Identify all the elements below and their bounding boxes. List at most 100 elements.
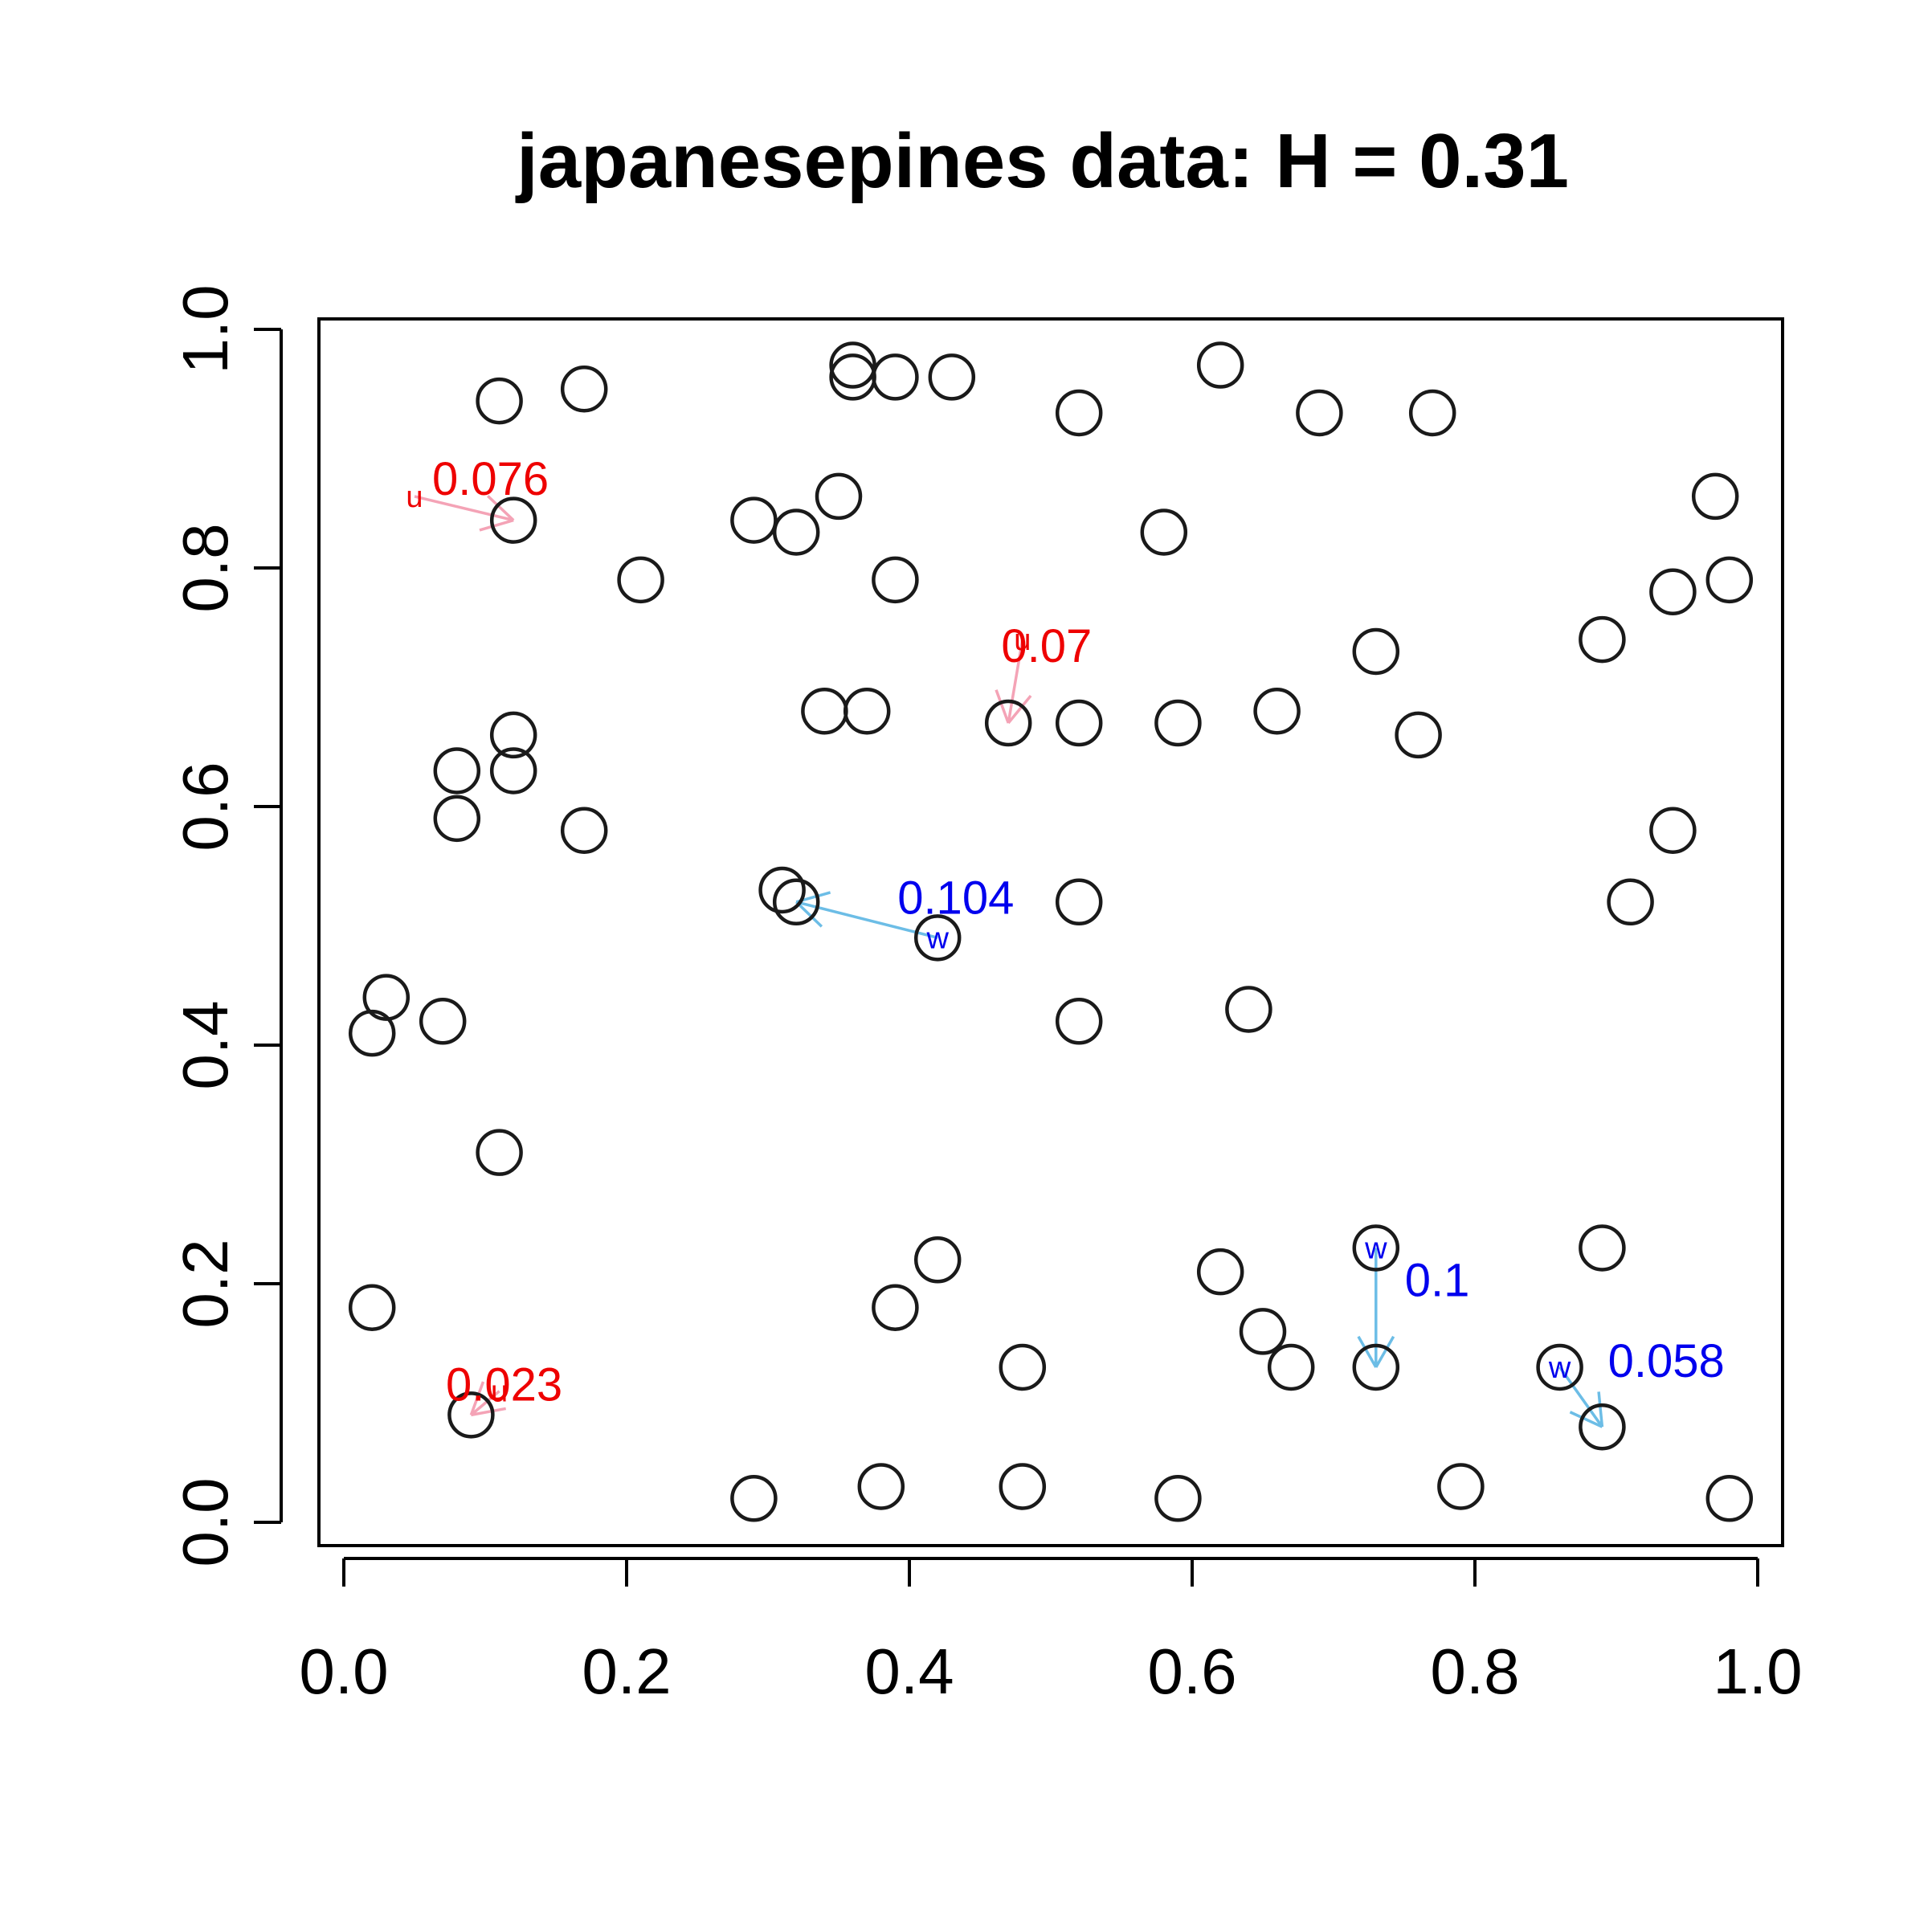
data-point [1154, 699, 1202, 747]
data-point [1239, 1308, 1287, 1355]
y-tick-label: 0.0 [170, 1477, 241, 1566]
data-point [730, 496, 778, 544]
data-point [829, 341, 876, 389]
data-point [857, 1463, 905, 1510]
shift-value-label: 0.058 [1608, 1335, 1725, 1387]
marker-w: w [1548, 1351, 1571, 1385]
data-point [843, 687, 891, 735]
data-point [829, 353, 876, 401]
data-point [617, 556, 664, 604]
data-point [1055, 878, 1103, 926]
data-point [1395, 711, 1442, 759]
x-tick-label: 0.0 [299, 1636, 388, 1707]
arrow-head [1569, 1411, 1603, 1428]
data-point [801, 687, 848, 735]
data-point [928, 353, 976, 401]
data-point [999, 1343, 1047, 1391]
y-tick-label: 1.0 [170, 284, 241, 374]
marker-w: w [925, 921, 949, 955]
data-point [1352, 627, 1400, 676]
data-point [1607, 878, 1654, 926]
shift-value-label: 0.023 [446, 1359, 562, 1411]
data-point [489, 711, 537, 759]
data-point [1705, 556, 1754, 604]
data-point [1055, 699, 1103, 747]
data-point [348, 1284, 396, 1331]
data-point [1352, 1343, 1400, 1391]
x-axis: 0.0 0.2 0.4 0.6 0.8 1.0 [299, 1557, 1803, 1707]
data-point [815, 472, 863, 521]
arrow-head [794, 901, 823, 928]
data-point [1649, 568, 1697, 615]
data-point [1196, 1248, 1244, 1296]
data-point [1649, 807, 1697, 854]
plot-frame [317, 317, 1784, 1547]
x-tick-label: 1.0 [1713, 1636, 1802, 1707]
data-point [489, 496, 537, 544]
data-point [872, 556, 919, 604]
data-point [1579, 615, 1626, 664]
data-point [1196, 341, 1244, 389]
data-point [730, 1475, 778, 1522]
arrow-head [995, 689, 1010, 724]
data-point [1352, 1224, 1400, 1272]
y-tick-label: 0.2 [170, 1239, 241, 1328]
data-point [433, 747, 481, 794]
x-tick-label: 0.2 [582, 1636, 671, 1707]
shift-arrow [1558, 1366, 1603, 1428]
arrow-head [479, 518, 514, 532]
data-point [872, 1284, 919, 1331]
arrow-head [469, 1381, 485, 1415]
data-point [1225, 986, 1272, 1033]
data-point [1140, 509, 1188, 556]
marker-u: u [1014, 623, 1031, 657]
data-point [476, 1129, 523, 1176]
data-point [1408, 389, 1456, 437]
data-point [433, 794, 481, 843]
points-layer [348, 341, 1754, 1522]
marker-u: u [406, 480, 423, 514]
arrow-head [1357, 1335, 1378, 1368]
data-point [1055, 998, 1103, 1045]
data-point [772, 878, 820, 926]
data-point [872, 353, 919, 401]
data-point [1253, 687, 1301, 735]
data-point [1437, 1463, 1485, 1510]
arrows-layer [414, 495, 1604, 1428]
data-point [1296, 389, 1343, 437]
data-point [1579, 1403, 1626, 1451]
data-point [984, 699, 1032, 747]
shift-arrow [470, 1390, 500, 1416]
data-point [447, 1391, 495, 1439]
data-point [1579, 1224, 1626, 1272]
data-point [489, 747, 537, 794]
data-point [772, 509, 820, 556]
y-axis: 0.0 0.2 0.4 0.6 0.8 1.0 [170, 284, 283, 1567]
data-point [560, 366, 608, 413]
shift-arrow [1007, 639, 1024, 724]
shift-value-label: 0.076 [432, 453, 549, 505]
y-tick-label: 0.6 [170, 762, 241, 851]
data-point [1154, 1475, 1202, 1522]
chart-title: japanesepines data: H = 0.31 [515, 118, 1569, 204]
data-point [1267, 1343, 1315, 1391]
data-point [1536, 1343, 1583, 1391]
data-point [476, 377, 523, 425]
arrow-head [1375, 1335, 1395, 1368]
shift-arrow [414, 495, 514, 522]
arrow-head [1597, 1391, 1604, 1428]
y-tick-label: 0.4 [170, 1000, 241, 1089]
data-point [560, 807, 608, 854]
shift-arrow [795, 901, 938, 940]
data-point [1705, 1475, 1754, 1522]
data-point [758, 866, 806, 914]
arrow-head [471, 1407, 506, 1417]
data-point [913, 914, 962, 962]
data-point [1055, 389, 1103, 437]
x-tick-label: 0.6 [1147, 1636, 1236, 1707]
arrow-head [1007, 694, 1032, 725]
data-point [913, 1236, 962, 1284]
